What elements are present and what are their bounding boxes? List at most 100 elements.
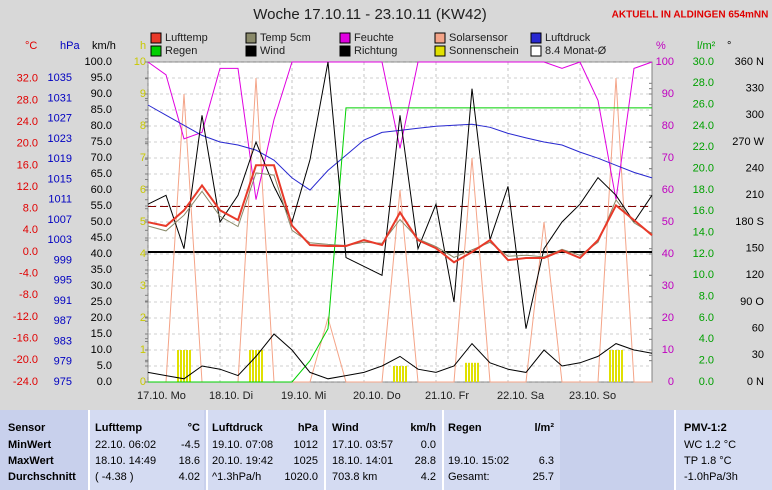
y-tick-label: 5 [140, 216, 146, 228]
y-tick-label: -16.0 [13, 333, 38, 345]
sunshine-bar-stripe [477, 362, 479, 382]
table-cell: 0.0 [420, 439, 436, 451]
y-tick-label: 0.0 [699, 376, 714, 388]
y-tick-label: 12.0 [693, 248, 714, 260]
y-tick-label: 983 [54, 335, 72, 347]
x-tick-label: 21.10. Fr [425, 390, 469, 402]
y-tick-label: 0.0 [97, 376, 112, 388]
table-cell: ( -4.38 ) [95, 471, 134, 483]
y-tick-label: 6.0 [699, 312, 714, 324]
sunshine-bar-stripe [471, 362, 473, 382]
y-tick-label: 45.0 [91, 232, 112, 244]
sunshine-bar-stripe [402, 366, 404, 382]
y-tick-label: 1031 [48, 92, 72, 104]
table-header: Luftdruck [212, 422, 263, 434]
sunshine-bar-stripe [189, 350, 191, 382]
chart-title: Woche 17.10.11 - 23.10.11 (KW42) [253, 6, 486, 23]
legend-swatch [150, 32, 162, 44]
legend-label: 8.4 Monat-Ø [545, 45, 607, 57]
y-tick-label: 14.0 [693, 227, 714, 239]
y-tick-label: 40 [662, 248, 674, 260]
legend-swatch [530, 32, 542, 44]
sunshine-bar-stripe [183, 350, 185, 382]
y-tick-label: 999 [54, 254, 72, 266]
axis-unit: km/h [92, 40, 116, 52]
y-tick-label: 60 [662, 184, 674, 196]
y-tick-label: 120 [746, 269, 764, 281]
axis-unit: °C [25, 40, 37, 52]
sunshine-bar-stripe [618, 350, 620, 382]
y-tick-label: 35.0 [91, 264, 112, 276]
sunshine-bar-stripe [396, 366, 398, 382]
table-header: l/m² [534, 422, 554, 434]
y-tick-label: 1035 [48, 72, 72, 84]
table-cell: 28.8 [414, 455, 436, 467]
table-header: °C [187, 422, 200, 434]
legend-swatch [530, 45, 542, 57]
table-cell: 1025 [293, 455, 318, 467]
y-tick-label: 0 N [747, 376, 764, 388]
sunshine-bar [609, 350, 623, 382]
y-tick-label: 50.0 [91, 216, 112, 228]
y-tick-label: 32.0 [17, 73, 38, 85]
table-cell: 18.6 [178, 455, 200, 467]
table-cell: 25.7 [532, 471, 554, 483]
y-tick-label: 40.0 [91, 248, 112, 260]
table-cell: 703.8 km [332, 471, 378, 483]
y-tick-label: 8.0 [23, 203, 38, 215]
y-tick-label: 0 [140, 376, 146, 388]
y-tick-label: 85.0 [91, 104, 112, 116]
legend-swatch [150, 45, 162, 57]
table-cell: 19.10. 07:08 [212, 439, 274, 451]
sunshine-bar [465, 362, 479, 382]
y-tick-label: -20.0 [13, 354, 38, 366]
y-tick-label: 30 [752, 349, 764, 361]
table-cell: TP 1.8 °C [684, 455, 732, 467]
table-cell: 18.10. 14:49 [95, 455, 157, 467]
y-tick-label: 10.0 [693, 269, 714, 281]
table-cell: 1020.0 [284, 471, 318, 483]
y-tick-label: 30.0 [693, 56, 714, 68]
y-tick-label: 1003 [48, 234, 72, 246]
x-tick-label: 19.10. Mi [281, 390, 326, 402]
y-tick-label: 1019 [48, 153, 72, 165]
sunshine-bar-stripe [249, 350, 251, 382]
legend-swatch [339, 32, 351, 44]
y-tick-label: 65.0 [91, 168, 112, 180]
y-tick-label: 180 S [735, 216, 764, 228]
sunshine-bar-stripe [393, 366, 395, 382]
table-header: Wind [332, 422, 359, 434]
table-block [442, 410, 560, 490]
series-line [147, 61, 653, 329]
y-tick-label: -24.0 [13, 376, 38, 388]
y-tick-label: 100 [656, 56, 674, 68]
chart: Woche 17.10.11 - 23.10.11 (KW42) AKTUELL… [13, 6, 768, 402]
sunshine-bar-stripe [612, 350, 614, 382]
y-tick-label: 8.0 [699, 291, 714, 303]
legend-swatch [434, 32, 446, 44]
sunshine-bar-stripe [186, 350, 188, 382]
row-label: MinWert [8, 439, 52, 451]
table-cell: 22.10. 06:02 [95, 439, 157, 451]
table-cell: 19.10. 15:02 [448, 455, 510, 467]
sunshine-bar-stripe [399, 366, 401, 382]
table-cell: -1.0hPa/3h [684, 471, 738, 483]
y-tick-label: 26.0 [693, 99, 714, 111]
table-header: PMV-1:2 [684, 422, 727, 434]
y-tick-label: 70.0 [91, 152, 112, 164]
table-header: hPa [297, 422, 318, 434]
y-tick-label: 80 [662, 120, 674, 132]
y-tick-label: 10 [134, 56, 146, 68]
y-tick-label: 1007 [48, 214, 72, 226]
axis-unit: % [656, 40, 666, 52]
y-tick-label: 24.0 [693, 120, 714, 132]
sunshine-bar [393, 366, 407, 382]
y-tick-label: 210 [746, 189, 764, 201]
y-tick-label: 20.0 [693, 163, 714, 175]
y-tick-label: 1015 [48, 173, 72, 185]
legend-swatch [245, 45, 257, 57]
y-tick-label: 10 [662, 344, 674, 356]
y-tick-label: 979 [54, 356, 72, 368]
y-tick-label: 90 [662, 88, 674, 100]
sunshine-bar-stripe [255, 350, 257, 382]
